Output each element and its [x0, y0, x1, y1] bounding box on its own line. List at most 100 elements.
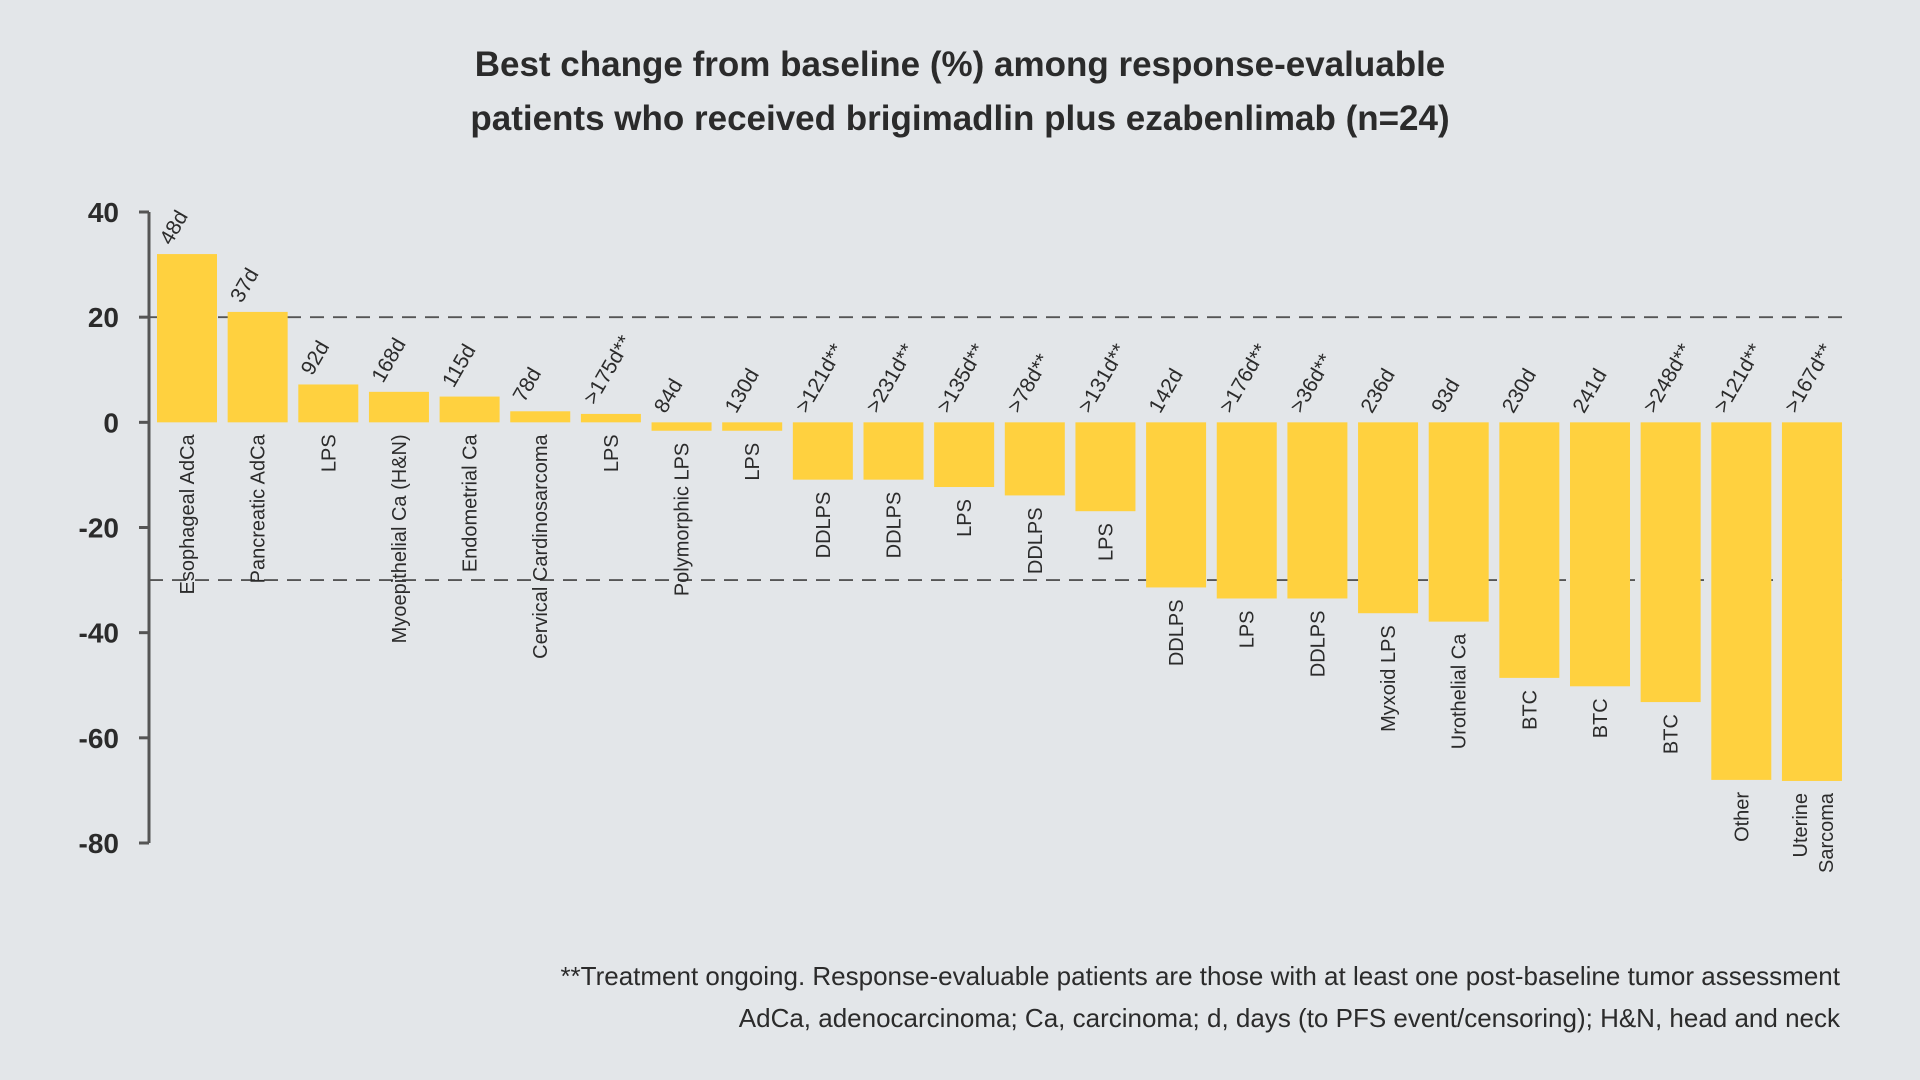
- bar: [439, 396, 500, 423]
- y-tick-label: 40: [88, 197, 119, 228]
- chart-title-line-1: Best change from baseline (%) among resp…: [474, 45, 1446, 84]
- bar: [1358, 422, 1419, 614]
- category-label-line: BTC: [1519, 690, 1541, 730]
- category-label-line: DDLPS: [1166, 599, 1188, 666]
- bar-label: 168d: [367, 334, 410, 386]
- y-tick-label: -40: [79, 618, 119, 649]
- category-label: DDLPS: [813, 492, 835, 559]
- footnote-1: **Treatment ongoing. Response-evaluable …: [560, 961, 1840, 991]
- category-label-line: BTC: [1590, 698, 1612, 738]
- category-label: Other: [1731, 792, 1753, 842]
- bar: [722, 422, 783, 431]
- bar-label: >135d**: [933, 340, 991, 417]
- category-label-line: BTC: [1661, 714, 1683, 754]
- bar-label: 230d: [1498, 365, 1541, 417]
- category-label-line: LPS: [601, 434, 623, 472]
- bar: [1570, 422, 1630, 687]
- category-label: BTC: [1661, 714, 1683, 754]
- y-tick-label: 20: [88, 302, 119, 333]
- category-label: LPS: [601, 434, 623, 472]
- y-tick-label: 0: [103, 407, 119, 438]
- bar-label: 37d: [226, 265, 263, 307]
- category-label: DDLPS: [1307, 610, 1329, 677]
- y-tick-label: -80: [79, 828, 119, 859]
- category-label-line: Endometrial Ca: [460, 433, 482, 572]
- category-label: LPS: [742, 443, 764, 481]
- bar-label: >248d**: [1639, 340, 1697, 417]
- bar-label: >121d**: [791, 340, 849, 417]
- category-label: Endometrial Ca: [460, 433, 482, 572]
- category-label: BTC: [1519, 690, 1541, 730]
- category-label-line: Myoepithelial Ca (H&N): [389, 434, 411, 643]
- bar: [368, 391, 429, 423]
- category-label: Esophageal AdCa: [177, 433, 199, 594]
- bar-label: >176d**: [1215, 340, 1273, 417]
- bar-label: 236d: [1356, 365, 1399, 417]
- bar-label: >167d**: [1780, 340, 1838, 417]
- category-label: Pancreatic AdCa: [248, 433, 270, 583]
- category-label: DDLPS: [884, 492, 906, 559]
- bar: [651, 422, 712, 431]
- category-label: Urothelial Ca: [1449, 633, 1471, 749]
- category-label-line: Cervical Cardinosarcoma: [530, 433, 552, 658]
- category-label: Cervical Cardinosarcoma: [530, 433, 552, 658]
- category-label-line: Urothelial Ca: [1449, 633, 1471, 749]
- bar-label: 93d: [1427, 375, 1464, 417]
- footnote-2: AdCa, adenocarcinoma; Ca, carcinoma; d, …: [738, 1003, 1840, 1033]
- chart-title-line-2: patients who received brigimadlin plus e…: [470, 99, 1450, 138]
- bar: [298, 384, 359, 423]
- category-label: DDLPS: [1166, 599, 1188, 666]
- bar: [1004, 422, 1065, 496]
- footnotes: **Treatment ongoing. Response-evaluable …: [560, 955, 1840, 1039]
- category-label-line: Polymorphic LPS: [672, 443, 694, 596]
- bar: [1146, 422, 1207, 588]
- category-label-line: Other: [1731, 792, 1753, 842]
- category-label-line: LPS: [742, 443, 764, 481]
- bar-label: 142d: [1145, 365, 1188, 417]
- category-label: Polymorphic LPS: [672, 443, 694, 596]
- bar: [1287, 422, 1348, 599]
- category-label: Myoepithelial Ca (H&N): [389, 434, 411, 643]
- category-label: LPS: [954, 499, 976, 537]
- category-label-line: LPS: [1095, 523, 1117, 561]
- category-label: Uterine Sarcoma: [1790, 792, 1838, 873]
- bar: [863, 422, 924, 480]
- bar-label: >78d**: [1003, 350, 1055, 417]
- bar: [1499, 422, 1560, 678]
- category-label: DDLPS: [1025, 507, 1047, 574]
- category-label-line: Uterine: [1790, 793, 1812, 857]
- bar: [157, 254, 217, 423]
- bar-label: 92d: [297, 337, 334, 379]
- bar: [792, 422, 853, 480]
- bar: [580, 413, 641, 423]
- bar-label: 241d: [1568, 365, 1611, 417]
- category-label-line: LPS: [954, 499, 976, 537]
- bar: [934, 422, 995, 488]
- y-tick-label: -60: [79, 723, 119, 754]
- category-label-line: DDLPS: [813, 492, 835, 559]
- bar: [1428, 422, 1489, 622]
- category-label-line: LPS: [318, 434, 340, 472]
- category-label-line: DDLPS: [1025, 507, 1047, 574]
- bar: [1216, 422, 1277, 599]
- category-label-line: Sarcoma: [1816, 792, 1838, 873]
- bar-label: >175d**: [579, 332, 637, 409]
- bar: [1075, 422, 1136, 512]
- category-label-line: Myxoid LPS: [1378, 625, 1400, 732]
- bar: [227, 311, 288, 423]
- bar: [1640, 422, 1701, 703]
- bar-label: >231d**: [862, 340, 920, 417]
- category-label-line: LPS: [1237, 610, 1259, 648]
- category-label-line: DDLPS: [884, 492, 906, 559]
- bar-label: 48d: [155, 207, 192, 249]
- bar-label: 115d: [438, 340, 481, 391]
- bar-label: >121d**: [1710, 340, 1768, 417]
- chart-title: Best change from baseline (%) among resp…: [0, 38, 1920, 146]
- category-label-line: DDLPS: [1307, 610, 1329, 677]
- bar: [1711, 422, 1772, 780]
- category-label-line: Pancreatic AdCa: [248, 433, 270, 583]
- category-label: LPS: [318, 434, 340, 472]
- bar: [510, 411, 571, 423]
- category-label: Myxoid LPS: [1378, 625, 1400, 732]
